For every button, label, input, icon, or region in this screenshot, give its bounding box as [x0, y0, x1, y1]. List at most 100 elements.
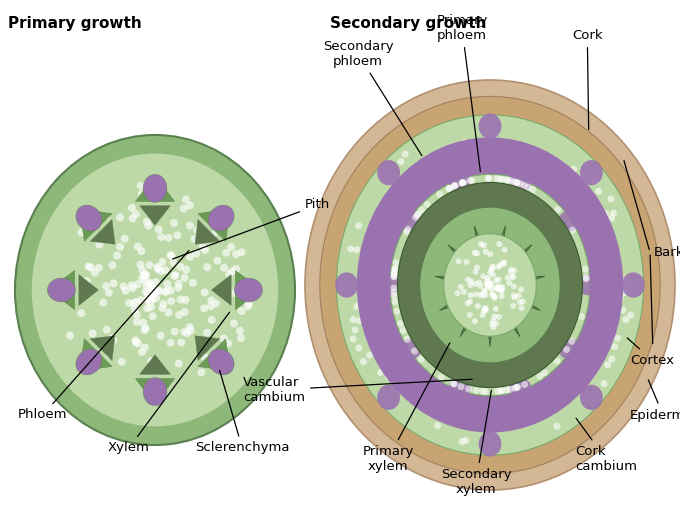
Circle shape [609, 356, 615, 363]
Circle shape [554, 423, 560, 430]
Circle shape [207, 302, 215, 310]
Circle shape [377, 319, 384, 326]
Circle shape [173, 231, 181, 239]
Circle shape [498, 293, 505, 299]
Circle shape [600, 322, 607, 329]
Circle shape [405, 226, 411, 233]
Circle shape [481, 242, 487, 248]
Circle shape [125, 299, 133, 307]
Circle shape [464, 161, 471, 168]
Circle shape [483, 249, 489, 255]
Circle shape [493, 321, 499, 327]
Circle shape [94, 216, 102, 224]
Circle shape [241, 296, 249, 304]
Circle shape [514, 384, 521, 391]
Circle shape [541, 369, 548, 376]
Circle shape [392, 266, 398, 272]
Circle shape [199, 243, 207, 251]
Ellipse shape [580, 385, 602, 410]
Ellipse shape [143, 378, 167, 406]
Circle shape [485, 175, 492, 182]
Circle shape [487, 283, 492, 289]
Circle shape [352, 327, 358, 334]
Circle shape [385, 211, 392, 218]
Circle shape [515, 292, 522, 298]
Circle shape [367, 351, 373, 359]
Circle shape [132, 338, 140, 346]
Circle shape [454, 290, 460, 296]
Circle shape [518, 305, 524, 311]
Ellipse shape [390, 174, 590, 396]
Circle shape [412, 376, 419, 383]
Circle shape [568, 338, 575, 345]
Circle shape [392, 366, 399, 373]
Circle shape [612, 299, 619, 307]
Circle shape [146, 279, 154, 287]
Polygon shape [82, 339, 112, 369]
Text: Bark: Bark [654, 246, 680, 259]
Circle shape [450, 380, 458, 387]
Ellipse shape [235, 278, 262, 302]
Circle shape [108, 334, 116, 342]
Ellipse shape [320, 96, 660, 474]
Circle shape [468, 278, 474, 284]
Circle shape [545, 384, 552, 391]
Circle shape [583, 274, 590, 281]
Circle shape [378, 229, 385, 236]
Circle shape [176, 263, 184, 271]
Ellipse shape [479, 431, 501, 457]
Circle shape [413, 389, 420, 396]
Ellipse shape [449, 378, 471, 398]
Ellipse shape [400, 211, 422, 231]
Circle shape [408, 394, 415, 401]
Circle shape [67, 284, 75, 292]
Circle shape [228, 267, 236, 275]
Circle shape [484, 284, 490, 290]
Circle shape [131, 305, 139, 313]
Polygon shape [135, 190, 175, 201]
Circle shape [498, 287, 505, 293]
Circle shape [502, 247, 507, 253]
Circle shape [518, 151, 525, 158]
Polygon shape [90, 220, 115, 244]
Polygon shape [82, 212, 112, 241]
Circle shape [148, 292, 156, 300]
Circle shape [141, 324, 150, 332]
Circle shape [116, 243, 124, 251]
Circle shape [604, 361, 611, 368]
Circle shape [459, 179, 466, 186]
Circle shape [158, 304, 167, 312]
Ellipse shape [580, 160, 602, 185]
Ellipse shape [377, 160, 400, 185]
Circle shape [190, 235, 199, 243]
Ellipse shape [420, 207, 560, 363]
Circle shape [200, 305, 208, 312]
Circle shape [147, 297, 154, 305]
Circle shape [167, 252, 175, 260]
Circle shape [180, 328, 188, 336]
Circle shape [517, 180, 524, 187]
Circle shape [571, 387, 577, 394]
Circle shape [563, 346, 570, 353]
Circle shape [487, 282, 493, 288]
Circle shape [209, 231, 217, 239]
Circle shape [479, 388, 486, 395]
Circle shape [371, 264, 378, 271]
Circle shape [497, 176, 504, 182]
Circle shape [513, 179, 520, 186]
Circle shape [581, 266, 589, 273]
Circle shape [558, 384, 566, 391]
Circle shape [555, 159, 562, 166]
Circle shape [120, 235, 129, 243]
Circle shape [621, 289, 628, 296]
Circle shape [488, 251, 493, 257]
Circle shape [483, 280, 490, 286]
Circle shape [598, 324, 605, 331]
Ellipse shape [400, 339, 422, 359]
Circle shape [562, 182, 569, 189]
Circle shape [113, 251, 121, 260]
Ellipse shape [32, 154, 278, 426]
Circle shape [462, 437, 469, 444]
Circle shape [465, 277, 471, 283]
Circle shape [501, 260, 507, 265]
